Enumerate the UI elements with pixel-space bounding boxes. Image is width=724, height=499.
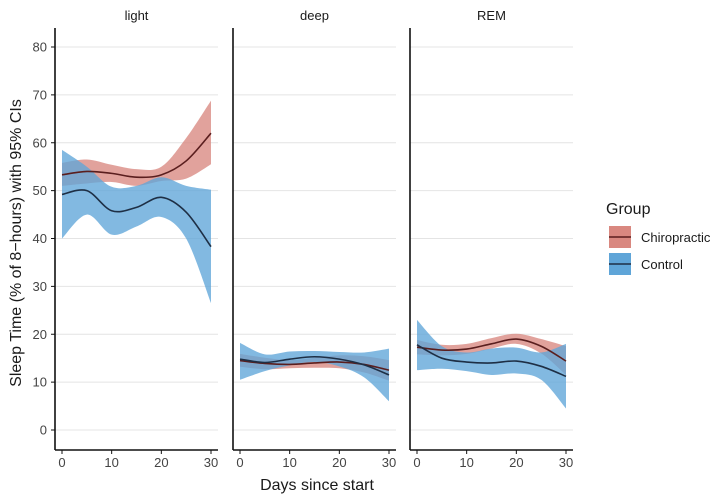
legend-label-control: Control — [641, 257, 683, 272]
y-axis-title: Sleep Time (% of 8−hours) with 95% CIs — [8, 99, 25, 387]
ci-band-control-light — [62, 149, 211, 304]
y-tick-label-70: 70 — [33, 87, 47, 102]
mean-line-chiropractic-light — [61, 132, 212, 179]
panel-title-REM: REM — [477, 8, 506, 23]
y-tick-label-20: 20 — [33, 327, 47, 342]
mean-line-control-REM — [416, 344, 567, 378]
panel-title-light: light — [125, 8, 149, 23]
y-tick-label-30: 30 — [33, 279, 47, 294]
x-tick-label-20-panel-deep: 20 — [332, 455, 346, 470]
x-tick-label-10-panel-REM: 10 — [459, 455, 473, 470]
x-tick-label-0-panel-deep: 0 — [236, 455, 243, 470]
legend-label-chiropractic: Chiropractic — [641, 230, 711, 245]
y-tick-label-50: 50 — [33, 183, 47, 198]
y-tick-label-60: 60 — [33, 135, 47, 150]
ci-band-chiropractic-light — [62, 100, 211, 186]
y-tick-label-40: 40 — [33, 231, 47, 246]
mean-line-control-light — [61, 189, 212, 248]
x-axis-title: Days since start — [260, 477, 374, 494]
legend: Group Chiropractic Control — [606, 201, 711, 275]
ci-band-chiropractic-REM — [417, 333, 566, 375]
x-tick-label-0-panel-light: 0 — [58, 455, 65, 470]
panel-title-deep: deep — [300, 8, 329, 23]
y-tick-label-0: 0 — [40, 423, 47, 438]
x-tick-label-30-panel-deep: 30 — [382, 455, 396, 470]
x-tick-label-0-panel-REM: 0 — [413, 455, 420, 470]
label-layer: 0 10 20 30 light 0 10 20 30 deep 0 10 20 30 REM 0 10 20 30… — [33, 8, 574, 470]
x-tick-label-10-panel-deep: 10 — [282, 455, 296, 470]
ci-band-layer — [62, 100, 566, 409]
y-tick-label-10: 10 — [33, 375, 47, 390]
x-tick-label-20-panel-REM: 20 — [509, 455, 523, 470]
mean-line-chiropractic-REM — [416, 338, 567, 362]
mean-line-control-deep — [239, 355, 390, 376]
ci-band-control-REM — [417, 319, 566, 409]
y-tick-label-80: 80 — [33, 40, 47, 55]
mean-line-layer — [61, 132, 567, 378]
x-tick-label-30-panel-REM: 30 — [559, 455, 573, 470]
x-tick-label-30-panel-light: 30 — [204, 455, 218, 470]
x-tick-label-20-panel-light: 20 — [154, 455, 168, 470]
x-tick-label-10-panel-light: 10 — [104, 455, 118, 470]
legend-title: Group — [606, 201, 651, 218]
axis-layer — [51, 28, 573, 454]
ci-band-control-deep — [240, 342, 389, 402]
